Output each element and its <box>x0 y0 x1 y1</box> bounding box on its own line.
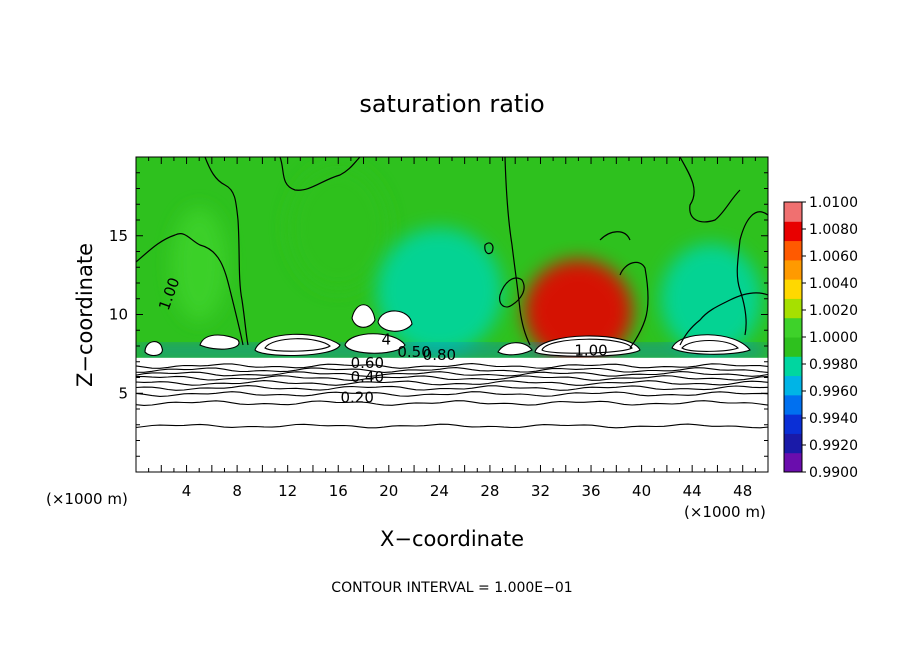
field-dry-region <box>136 357 768 472</box>
contour-level-line <box>136 400 768 406</box>
contour-level-line <box>136 363 768 369</box>
y-axis-title: Z−coordinate <box>73 243 97 387</box>
x-tick-label: 4 <box>182 482 192 500</box>
contour-line <box>619 261 649 349</box>
colorbar-segment <box>784 298 802 319</box>
contour-level-line <box>136 391 768 397</box>
contour-line <box>599 231 631 241</box>
contour-level-line <box>136 385 768 391</box>
colorbar-tick-label: 1.0020 <box>809 303 858 319</box>
contour-line <box>279 157 361 191</box>
contour-label: 0.80 <box>423 346 456 364</box>
contour-lines <box>136 157 768 429</box>
colorbar-tick-label: 1.0080 <box>809 222 858 238</box>
x-axis-ticks: 4 8 12 16 20 24 28 32 36 40 44 48 <box>148 157 756 500</box>
colorbar-tick-label: 0.9900 <box>809 465 858 481</box>
colorbar: 1.0100 1.0080 1.0060 1.0040 1.0020 1.0000 0.99… <box>783 195 858 481</box>
y-axis-ticks: 5 10 15 <box>109 172 768 457</box>
contour-level-line <box>136 375 768 381</box>
colorbar-segment <box>784 337 802 357</box>
x-axis-title: X−coordinate <box>380 527 524 551</box>
field-anomaly-3 <box>287 164 389 291</box>
colorbar-tick-label: 1.0000 <box>809 330 858 346</box>
contour-label: 1.00 <box>574 341 607 359</box>
y-tick-label: 10 <box>109 306 128 324</box>
x-tick-label: 44 <box>683 482 702 500</box>
field-anomaly-4 <box>376 227 503 354</box>
colorbar-tick-label: 1.0060 <box>809 249 858 265</box>
contour-label: 0.60 <box>351 354 384 372</box>
colorbar-segment <box>784 433 802 454</box>
contour-line <box>204 157 249 346</box>
x-tick-label: 20 <box>379 482 398 500</box>
contour-line <box>484 242 494 255</box>
colorbar-tick-label: 1.0040 <box>809 276 858 292</box>
colorbar-tick-label: 0.9920 <box>809 438 858 454</box>
x-tick-label: 12 <box>278 482 297 500</box>
x-tick-label: 48 <box>733 482 752 500</box>
x-tick-label: 36 <box>581 482 600 500</box>
contour-line <box>136 233 244 346</box>
colorbar-tick-label: 0.9960 <box>809 384 858 400</box>
cloud-contour <box>497 342 533 356</box>
contour-line <box>504 157 531 346</box>
contour-label: 0.40 <box>351 368 384 386</box>
plot-field <box>136 157 768 472</box>
chart-title: saturation ratio <box>359 90 544 118</box>
y-tick-label: 5 <box>118 384 128 402</box>
colorbar-tick-label: 0.9940 <box>809 411 858 427</box>
x-unit-left: (×1000 m) <box>46 490 128 508</box>
cloud-contour <box>377 310 413 332</box>
colorbar-segment <box>784 394 802 415</box>
cloud-contour <box>541 338 633 354</box>
contour-level-line <box>136 367 768 373</box>
colorbar-segment <box>784 375 802 396</box>
colorbar-segment <box>784 317 802 338</box>
contour-line <box>679 292 768 346</box>
x-unit-right: (×1000 m) <box>684 503 766 521</box>
contour-line <box>736 211 768 336</box>
cloud-contour <box>681 340 739 352</box>
colorbar-segment <box>784 414 802 434</box>
cloud-contour <box>199 334 240 350</box>
colorbar-segment <box>784 356 802 377</box>
contour-line <box>499 277 525 308</box>
contour-label: 4 <box>381 330 391 348</box>
colorbar-segment <box>784 221 802 242</box>
colorbar-segment <box>784 279 802 299</box>
contour-level-line <box>136 371 768 377</box>
x-tick-label: 16 <box>329 482 348 500</box>
colorbar-tick-label: 0.9980 <box>809 357 858 373</box>
x-tick-label: 32 <box>531 482 550 500</box>
field-band <box>136 346 768 356</box>
contour-label: 0.50 <box>397 343 430 361</box>
colorbar-tick-label: 1.0100 <box>809 195 858 211</box>
x-tick-label: 8 <box>232 482 242 500</box>
cloud-contour <box>264 338 331 352</box>
cloud-contour <box>351 304 376 328</box>
field-anomaly-2 <box>171 207 228 321</box>
y-tick-label: 15 <box>109 227 128 245</box>
contour-interval-note: CONTOUR INTERVAL = 1.000E−01 <box>331 580 572 596</box>
colorbar-segment <box>784 259 802 280</box>
colorbar-segment <box>784 452 802 473</box>
field-anomaly-5 <box>660 243 762 354</box>
colorbar-segment <box>784 202 802 222</box>
contour-label: 0.20 <box>340 389 373 407</box>
colorbar-segment <box>784 240 802 261</box>
contour-level-line <box>136 380 768 386</box>
x-tick-label: 24 <box>430 482 449 500</box>
x-tick-label: 40 <box>632 482 651 500</box>
contour-labels: 1.001.000.600.400.200.500.804 <box>155 275 608 407</box>
x-tick-label: 28 <box>480 482 499 500</box>
contour-level-line <box>136 423 768 429</box>
cloud-contour <box>344 333 406 354</box>
contour-line <box>679 157 741 223</box>
cloud-contour <box>144 341 163 357</box>
